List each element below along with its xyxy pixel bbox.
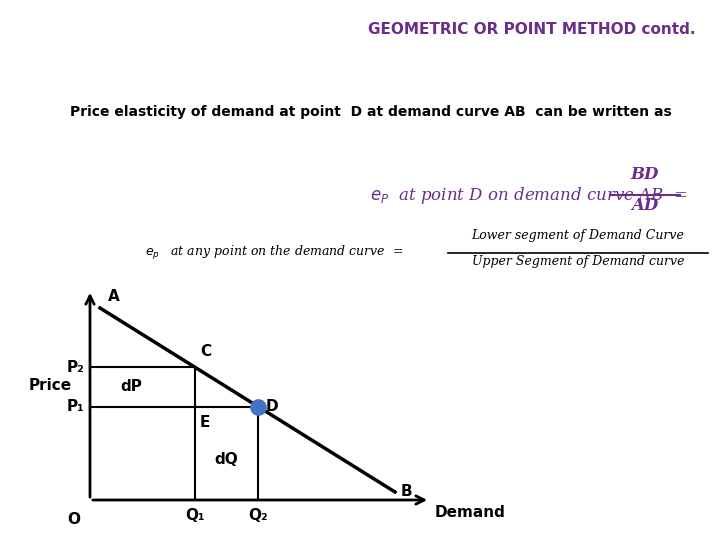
Text: BD: BD (631, 166, 660, 183)
Text: C: C (200, 345, 211, 359)
Text: Upper Segment of Demand curve: Upper Segment of Demand curve (472, 255, 684, 268)
Text: Q₁: Q₁ (185, 508, 204, 523)
Text: A: A (108, 289, 120, 304)
Text: B: B (401, 484, 413, 500)
Text: Lower segment of Demand Curve: Lower segment of Demand Curve (472, 229, 685, 242)
Text: Price: Price (29, 377, 72, 393)
Text: E: E (200, 415, 210, 429)
Text: Price elasticity of demand at point  D at demand curve AB  can be written as: Price elasticity of demand at point D at… (70, 105, 672, 119)
Text: $e_p$   at any point on the demand curve  =: $e_p$ at any point on the demand curve = (145, 244, 403, 262)
Text: Q₂: Q₂ (248, 508, 268, 523)
Text: Demand: Demand (435, 505, 506, 520)
Text: dQ: dQ (215, 453, 238, 468)
Text: $e_P$  at point D on demand curve AB  =: $e_P$ at point D on demand curve AB = (370, 185, 688, 206)
Text: dP: dP (120, 380, 142, 394)
Text: P₂: P₂ (66, 360, 84, 375)
Text: AD: AD (631, 197, 659, 214)
Text: O: O (67, 512, 80, 527)
Text: P₁: P₁ (66, 399, 84, 414)
Text: GEOMETRIC OR POINT METHOD contd.: GEOMETRIC OR POINT METHOD contd. (367, 22, 695, 37)
Text: D: D (266, 399, 279, 414)
